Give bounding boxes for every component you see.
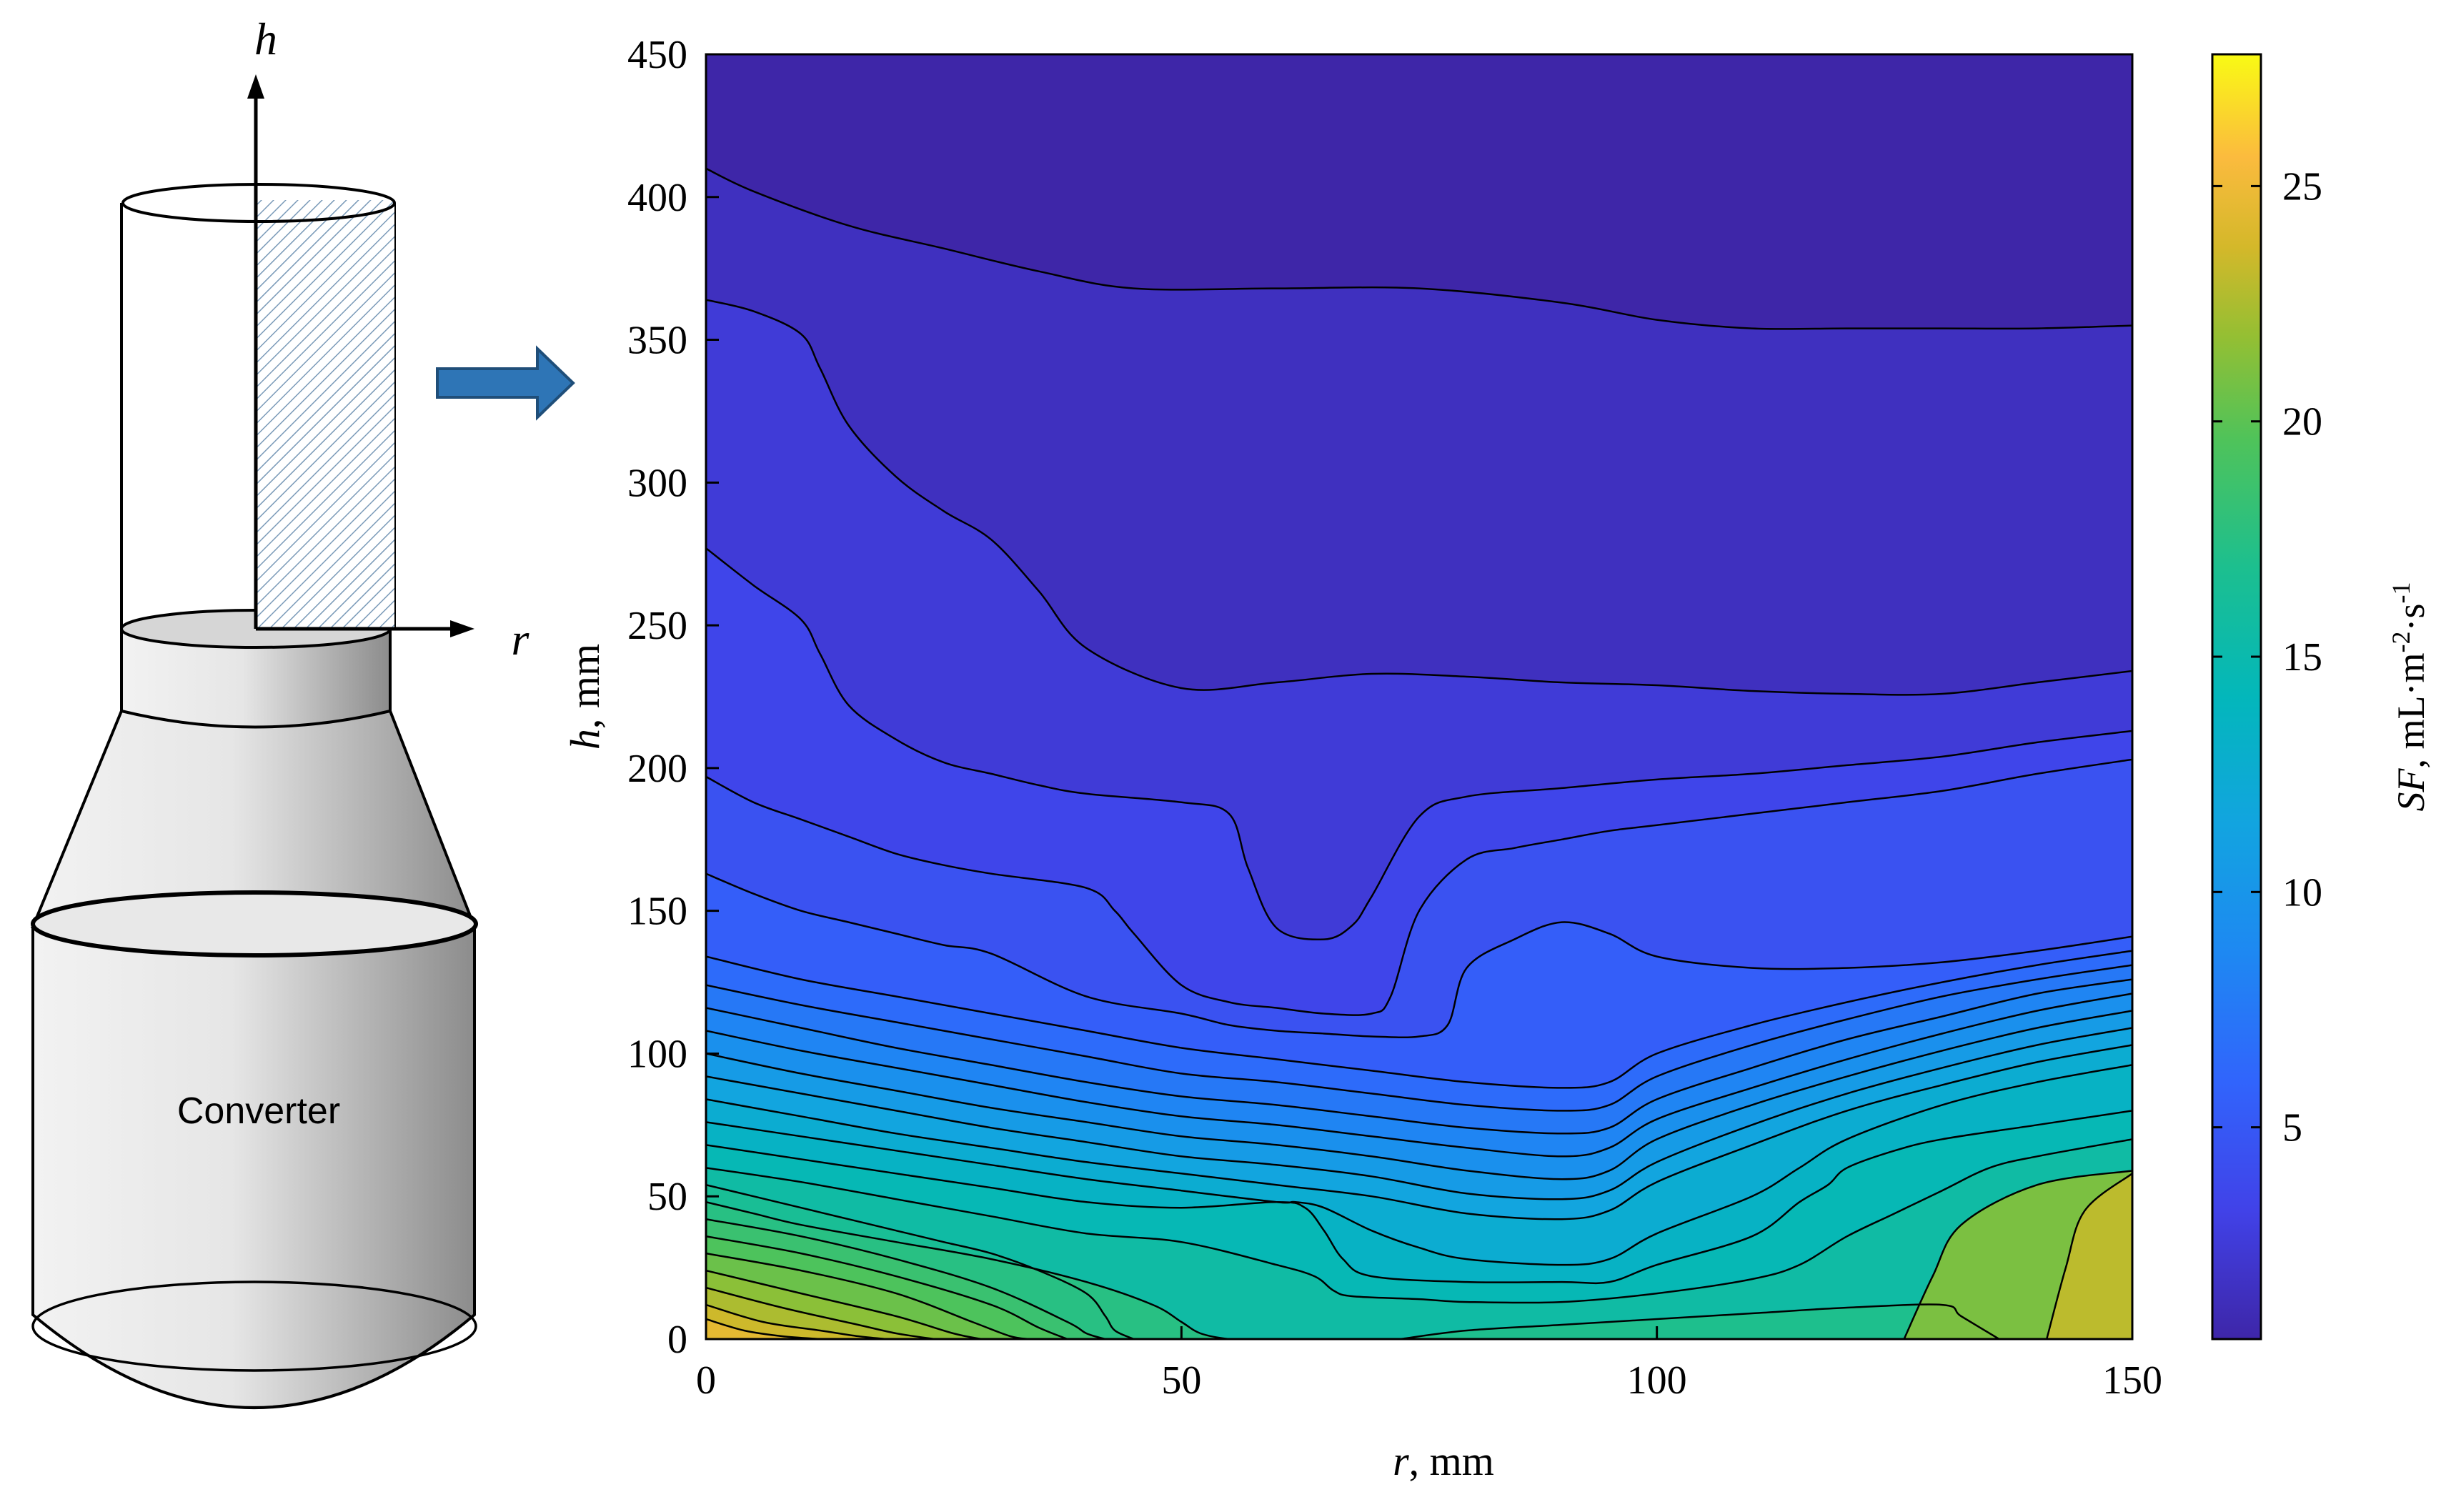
- y-axis-ticks: 0 50 100 150 200 250 300 350 400 450: [627, 33, 719, 1362]
- converter-body: [31, 925, 476, 1409]
- contour-fill-24: [706, 1319, 820, 1339]
- r-axis-label: r: [512, 614, 530, 665]
- colorbar-label-exp1: -2: [2387, 632, 2415, 653]
- colorbar-tick-label: 25: [2282, 164, 2322, 209]
- y-axis-label: h, mm: [562, 644, 608, 750]
- y-tick-label: 150: [627, 890, 687, 934]
- colorbar-ticks: 5 10 15 20 25: [2212, 164, 2322, 1150]
- contour-line-4: [706, 758, 2132, 1016]
- contour-fills: [706, 168, 2132, 1339]
- colorbar-scale: [2211, 53, 2262, 1341]
- contour-fill-23: [706, 1305, 887, 1339]
- y-tick-label: 50: [647, 1175, 687, 1219]
- contour-line-14: [706, 1110, 2132, 1285]
- contour-line-24: [706, 1318, 820, 1339]
- contour-line-6: [706, 950, 2132, 1089]
- contour-line-2: [706, 299, 2132, 696]
- colorbar-label-symbol: SF: [2390, 767, 2432, 811]
- y-tick-label: 200: [627, 747, 687, 791]
- measurement-plane: [256, 200, 394, 629]
- contour-line-22.5: [2045, 1173, 2132, 1339]
- pointer-arrow: [436, 345, 575, 421]
- contour-line-8: [706, 978, 2132, 1135]
- x-tick-label: 0: [696, 1358, 716, 1403]
- contour-line-3: [706, 547, 2132, 941]
- colorbar-tick-label: 15: [2282, 635, 2322, 680]
- y-tick-label: 450: [627, 33, 687, 77]
- x-tick-label: 50: [1161, 1358, 1201, 1403]
- contour-line-13: [706, 1064, 2132, 1266]
- contour-line-5: [706, 872, 2132, 1039]
- converter-neck: [120, 627, 392, 729]
- contour-line-17: [706, 1200, 1248, 1339]
- converter-schematic: h r Converter: [31, 14, 530, 1409]
- contour-line-22: [706, 1286, 935, 1339]
- colorbar-label-exp2: -1: [2387, 582, 2415, 604]
- colorbar-label-unit: , mL·m: [2390, 653, 2432, 769]
- x-axis-ticks: 0 50 100 150: [696, 1326, 2162, 1403]
- h-axis-arrowhead: [247, 74, 264, 99]
- x-tick-label: 150: [2102, 1358, 2162, 1403]
- converter-top-rim: [31, 890, 478, 958]
- contour-fill-16.5: [1400, 1304, 1999, 1339]
- contour-line-20: [706, 1252, 1030, 1339]
- y-tick-label: 250: [627, 604, 687, 648]
- contour-fill-22.5: [2047, 1173, 2132, 1339]
- contour-line-20.5: [1903, 1170, 2132, 1339]
- x-axis-label: r, mm: [1393, 1438, 1494, 1484]
- contour-line-16.5: [1400, 1303, 2000, 1339]
- converter-bottom-rim: [31, 1280, 477, 1372]
- y-tick-label: 400: [627, 176, 687, 220]
- colorbar-label-mid: ·s: [2390, 604, 2432, 632]
- colorbar-label: SF, mL·m-2·s-1: [2387, 582, 2432, 812]
- contour-line-16: [706, 1183, 1135, 1339]
- contour-line-23: [706, 1303, 887, 1339]
- x-axis-label-unit: , mm: [1409, 1438, 1494, 1484]
- contour-line-9: [706, 993, 2132, 1158]
- h-axis-label: h: [254, 14, 277, 64]
- plot-frame: [705, 53, 2134, 1341]
- tube-top-rim: [121, 183, 396, 223]
- colorbar-tick-label: 5: [2282, 1106, 2302, 1150]
- contour-line-7: [706, 964, 2132, 1112]
- contour-lines: [706, 167, 2132, 1339]
- y-tick-label: 100: [627, 1032, 687, 1076]
- contour-line-18: [706, 1218, 1106, 1339]
- contour-line-15: [706, 1138, 2132, 1304]
- contour-line-12: [706, 1044, 2132, 1220]
- contour-line-1: [706, 167, 2132, 330]
- contour-plot: 0 50 100 150 0 50 100 150 200 250 300 350 400 450 r,…: [562, 33, 2162, 1484]
- colorbar-tick-label: 20: [2282, 400, 2322, 444]
- x-axis-label-symbol: r: [1393, 1438, 1409, 1484]
- y-axis-label-symbol: h: [562, 729, 608, 750]
- y-axis-label-unit: , mm: [562, 644, 608, 729]
- colorbar-tick-label: 10: [2282, 870, 2322, 915]
- colorbar: 5 10 15 20 25 SF, mL·m-2·s-1: [2211, 53, 2432, 1341]
- x-tick-label: 100: [1627, 1358, 1687, 1403]
- y-tick-label: 0: [667, 1318, 687, 1362]
- y-tick-label: 300: [627, 461, 687, 505]
- y-tick-label: 350: [627, 319, 687, 363]
- r-axis-arrowhead: [450, 620, 474, 637]
- contour-line-10: [706, 1010, 2132, 1180]
- converter-label: Converter: [177, 1090, 340, 1132]
- contour-line-19: [706, 1235, 1068, 1339]
- contour-line-11: [706, 1027, 2132, 1200]
- contour-line-21: [706, 1269, 983, 1339]
